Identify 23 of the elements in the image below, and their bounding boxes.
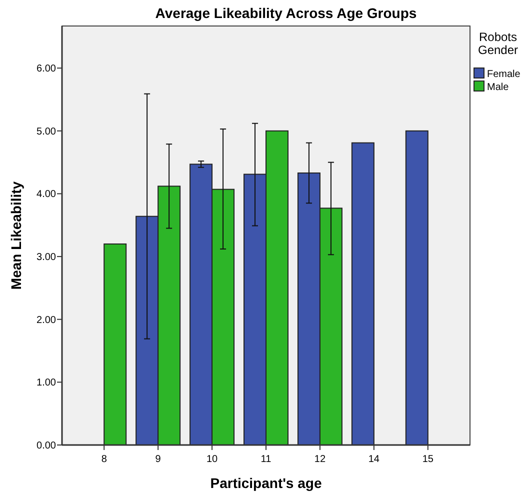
x-tick-label: 10 <box>206 454 218 465</box>
x-tick-label: 12 <box>314 454 326 465</box>
x-tick-label: 14 <box>368 454 380 465</box>
x-tick-label: 8 <box>101 454 108 465</box>
y-axis-title: Mean Likeability <box>8 181 24 290</box>
legend-label: Female <box>487 69 521 80</box>
y-tick-label: 5.00 <box>36 126 56 138</box>
bar <box>405 130 428 446</box>
y-tick-label: 6.00 <box>36 64 56 75</box>
y-tick-label: 2.00 <box>36 314 56 326</box>
y-tick-label: 3.00 <box>36 252 56 264</box>
y-tick-label: 0.00 <box>36 440 56 452</box>
x-axis-title: Participant's age <box>210 475 322 491</box>
bar <box>351 142 374 446</box>
bar <box>104 243 127 446</box>
chart-title: Average Likeability Across Age Groups <box>155 5 417 21</box>
x-tick-label: 11 <box>260 454 272 465</box>
x-tick-label: 15 <box>422 454 434 465</box>
legend-label: Male <box>487 82 510 93</box>
x-tick-label: 9 <box>155 454 162 465</box>
y-tick-label: 1.00 <box>36 378 56 389</box>
legend-title: Robots Gender <box>478 30 518 57</box>
y-tick-label: 4.00 <box>36 189 56 200</box>
